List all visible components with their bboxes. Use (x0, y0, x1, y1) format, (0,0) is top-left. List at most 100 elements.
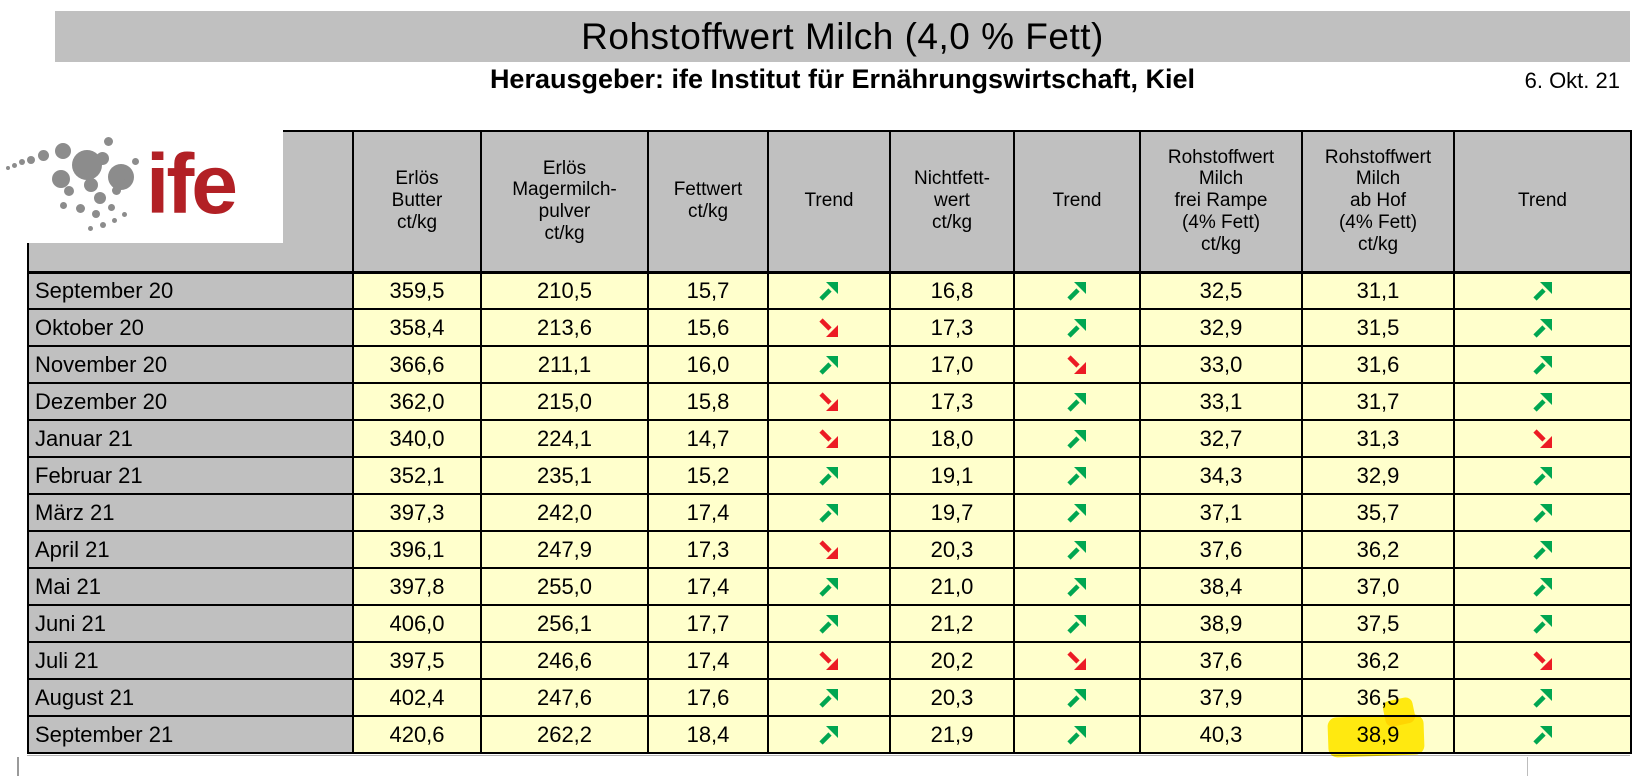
trend-down-icon (819, 650, 838, 670)
trend-cell (1013, 715, 1141, 754)
trend-cell (767, 419, 891, 458)
page-title: Rohstoffwert Milch (4,0 % Fett) (581, 15, 1104, 57)
table-row: Januar 21 340,0 224,1 14,7 18,0 32,7 31,3 (27, 419, 1632, 458)
logo-dot (112, 186, 121, 195)
value-cell: 420,6 (352, 715, 482, 754)
trend-cell (767, 308, 891, 347)
value-cell: 33,1 (1139, 382, 1303, 421)
logo-dot (88, 226, 93, 231)
value-cell: 15,8 (647, 382, 769, 421)
value-cell: 37,6 (1139, 641, 1303, 680)
trend-down-icon (1532, 428, 1552, 448)
column-header: Trend (767, 130, 891, 274)
trend-cell (1453, 456, 1632, 495)
trend-cell (1453, 530, 1632, 569)
value-cell: 36,2 (1301, 530, 1455, 569)
value-cell: 17,3 (889, 382, 1015, 421)
value-cell: 246,6 (480, 641, 649, 680)
logo-dot (64, 186, 74, 196)
value-cell: 19,7 (889, 493, 1015, 532)
trend-cell (1453, 641, 1632, 680)
table-row: April 21 396,1 247,9 17,3 20,3 37,6 36,2 (27, 530, 1632, 569)
trend-up-icon (819, 466, 838, 486)
sheet-gridline-left (17, 757, 19, 776)
value-cell: 36,5 (1301, 678, 1455, 717)
trend-up-icon (1532, 466, 1552, 486)
trend-down-icon (1532, 650, 1552, 670)
trend-up-icon (1532, 688, 1552, 708)
row-label: Januar 21 (27, 419, 354, 458)
ife-logo: ife (0, 130, 283, 243)
value-cell: 255,0 (480, 567, 649, 606)
value-cell: 31,5 (1301, 308, 1455, 347)
trend-up-icon (1532, 725, 1552, 745)
milk-value-table: Erlös Butter ct/kg Erlös Magermilch- pulv… (27, 130, 1632, 758)
value-cell: 247,9 (480, 530, 649, 569)
table-row: März 21 397,3 242,0 17,4 19,7 37,1 35,7 (27, 493, 1632, 532)
value-cell: 16,0 (647, 345, 769, 384)
trend-down-icon (819, 391, 838, 411)
trend-up-icon (819, 355, 838, 375)
logo-dot (52, 170, 70, 188)
value-cell: 17,4 (647, 493, 769, 532)
column-header: Trend (1453, 130, 1632, 274)
value-cell: 21,2 (889, 604, 1015, 643)
logo-dot (76, 204, 85, 213)
row-label: Oktober 20 (27, 308, 354, 347)
value-cell: 397,8 (352, 567, 482, 606)
trend-up-icon (1532, 355, 1552, 375)
trend-cell (1013, 271, 1141, 310)
value-cell: 31,6 (1301, 345, 1455, 384)
value-cell: 17,0 (889, 345, 1015, 384)
value-cell: 31,3 (1301, 419, 1455, 458)
trend-up-icon (1532, 281, 1552, 301)
value-cell: 36,2 (1301, 641, 1455, 680)
row-label: September 20 (27, 271, 354, 310)
value-cell: 15,2 (647, 456, 769, 495)
trend-up-icon (1532, 540, 1552, 560)
trend-cell (1013, 382, 1141, 421)
logo-dot (60, 202, 67, 209)
value-cell: 215,0 (480, 382, 649, 421)
trend-cell (1453, 382, 1632, 421)
trend-up-icon (819, 688, 838, 708)
trend-up-icon (1067, 577, 1086, 597)
value-cell: 17,4 (647, 567, 769, 606)
trend-up-icon (819, 725, 838, 745)
trend-up-icon (1532, 577, 1552, 597)
trend-down-icon (819, 428, 838, 448)
trend-up-icon (819, 281, 838, 301)
value-cell: 32,9 (1301, 456, 1455, 495)
trend-up-icon (1067, 540, 1086, 560)
value-cell: 18,0 (889, 419, 1015, 458)
logo-dot (112, 218, 117, 223)
logo-dot (84, 178, 98, 192)
trend-up-icon (1067, 688, 1086, 708)
value-cell: 213,6 (480, 308, 649, 347)
value-cell: 21,0 (889, 567, 1015, 606)
value-cell: 35,7 (1301, 493, 1455, 532)
value-cell: 242,0 (480, 493, 649, 532)
row-label: April 21 (27, 530, 354, 569)
value-cell: 20,2 (889, 641, 1015, 680)
value-cell: 37,5 (1301, 604, 1455, 643)
value-cell: 14,7 (647, 419, 769, 458)
trend-cell (767, 345, 891, 384)
table-row: Februar 21 352,1 235,1 15,2 19,1 34,3 32,9 (27, 456, 1632, 495)
trend-up-icon (1067, 503, 1086, 523)
row-label: Juni 21 (27, 604, 354, 643)
trend-cell (1013, 456, 1141, 495)
highlighted-value-cell: 38,9 (1301, 696, 1455, 758)
logo-dot (108, 204, 115, 211)
table-row: August 21 402,4 247,6 17,6 20,3 37,9 36,5 (27, 678, 1632, 717)
value-cell: 235,1 (480, 456, 649, 495)
trend-cell (1013, 345, 1141, 384)
milk-value-table-wrapper: Erlös Butter ct/kg Erlös Magermilch- pulv… (27, 130, 1632, 758)
value-cell: 15,6 (647, 308, 769, 347)
row-label: Februar 21 (27, 456, 354, 495)
trend-cell (1453, 308, 1632, 347)
logo-dot (122, 212, 127, 217)
value-cell: 31,7 (1301, 382, 1455, 421)
value-cell: 17,3 (647, 530, 769, 569)
logo-dot (19, 159, 25, 165)
